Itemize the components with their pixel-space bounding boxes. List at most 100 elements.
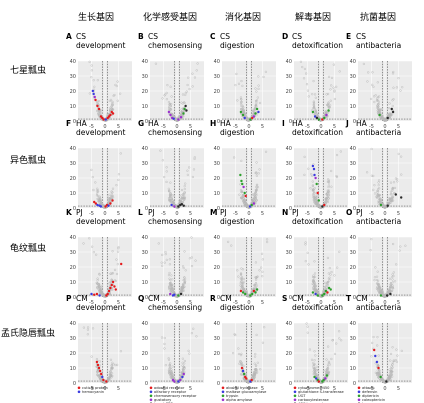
background-point	[92, 188, 95, 192]
x-tick-label: 0	[247, 211, 250, 217]
highlight-point	[317, 118, 321, 121]
background-point	[312, 103, 315, 107]
highlight-point	[386, 116, 389, 120]
background-point	[313, 260, 316, 263]
y-tick-label: 20	[350, 265, 356, 271]
background-point	[117, 247, 120, 250]
background-point	[367, 71, 370, 74]
background-point	[338, 250, 341, 253]
background-point	[167, 100, 171, 104]
background-point	[399, 89, 402, 92]
highlight-point	[240, 366, 244, 370]
highlight-point	[96, 104, 99, 108]
highlight-point	[254, 291, 257, 294]
background-point	[255, 186, 258, 189]
x-tick-label: 5	[189, 124, 192, 130]
x-tick-label: -5	[161, 124, 166, 130]
y-tick-label: 40	[350, 235, 356, 241]
y-tick-label: 20	[70, 351, 76, 357]
background-point	[333, 352, 337, 356]
background-point	[379, 197, 382, 200]
background-point	[327, 106, 331, 109]
background-point	[168, 106, 171, 110]
background-point	[181, 283, 185, 286]
panel-code: CS	[292, 32, 302, 41]
background-point	[325, 286, 328, 289]
background-point	[375, 275, 379, 278]
highlight-point	[172, 117, 175, 120]
background-point	[230, 244, 233, 247]
panel-letter: S	[282, 294, 287, 303]
x-tick-label: 0	[103, 124, 106, 130]
y-tick-label: 30	[286, 74, 292, 80]
y-tick-label: 40	[142, 146, 148, 152]
background-point	[170, 95, 173, 98]
background-point	[181, 357, 184, 360]
panel-category: antibacteria	[356, 41, 401, 50]
background-point	[181, 371, 184, 374]
background-point	[370, 174, 374, 177]
background-point	[256, 96, 259, 99]
background-point	[307, 167, 310, 170]
background-point	[304, 72, 308, 75]
y-tick-label: 20	[142, 89, 148, 95]
background-point	[391, 346, 394, 349]
background-point	[311, 275, 315, 279]
background-point	[95, 366, 99, 369]
background-point	[255, 99, 259, 102]
background-point	[94, 181, 97, 184]
highlight-point	[313, 375, 316, 379]
background-point	[307, 95, 310, 98]
x-tick-label: -5	[161, 300, 166, 306]
background-point	[108, 99, 111, 103]
background-point	[391, 187, 394, 190]
highlight-point	[325, 374, 329, 377]
x-tick-label: 5	[189, 211, 192, 217]
x-tick-label: 5	[117, 386, 120, 392]
background-point	[242, 106, 245, 109]
background-point	[381, 290, 384, 293]
background-point	[180, 194, 183, 197]
background-point	[395, 86, 399, 89]
panel-code: HA	[356, 119, 368, 128]
y-tick-label: 40	[286, 235, 292, 241]
background-point	[97, 286, 100, 290]
background-point	[187, 349, 190, 352]
background-point	[396, 178, 399, 181]
background-point	[392, 70, 395, 74]
highlight-point	[95, 360, 99, 364]
background-point	[180, 188, 184, 192]
background-point	[254, 352, 257, 356]
background-point	[181, 201, 185, 204]
background-point	[99, 202, 103, 205]
background-point	[264, 70, 268, 73]
background-point	[169, 193, 173, 196]
background-point	[109, 109, 112, 113]
background-point	[392, 86, 395, 89]
background-point	[375, 99, 379, 102]
x-tick-label: 5	[261, 300, 264, 306]
background-point	[96, 188, 99, 192]
background-point	[306, 251, 309, 254]
background-point	[377, 179, 381, 182]
panel-code: CM	[356, 294, 368, 303]
background-point	[113, 268, 117, 272]
panel-letter: G	[138, 119, 144, 128]
background-point	[302, 77, 306, 80]
background-point	[239, 354, 243, 357]
background-point	[240, 196, 243, 199]
background-point	[109, 272, 112, 275]
background-point	[115, 184, 118, 187]
background-point	[264, 150, 268, 153]
background-point	[255, 183, 259, 186]
background-point	[330, 185, 333, 188]
highlight-point	[102, 378, 105, 382]
background-point	[317, 204, 321, 207]
highlight-point	[98, 294, 101, 297]
background-point	[371, 83, 374, 86]
x-tick-label: -5	[233, 124, 238, 130]
legend-swatch	[149, 386, 153, 390]
